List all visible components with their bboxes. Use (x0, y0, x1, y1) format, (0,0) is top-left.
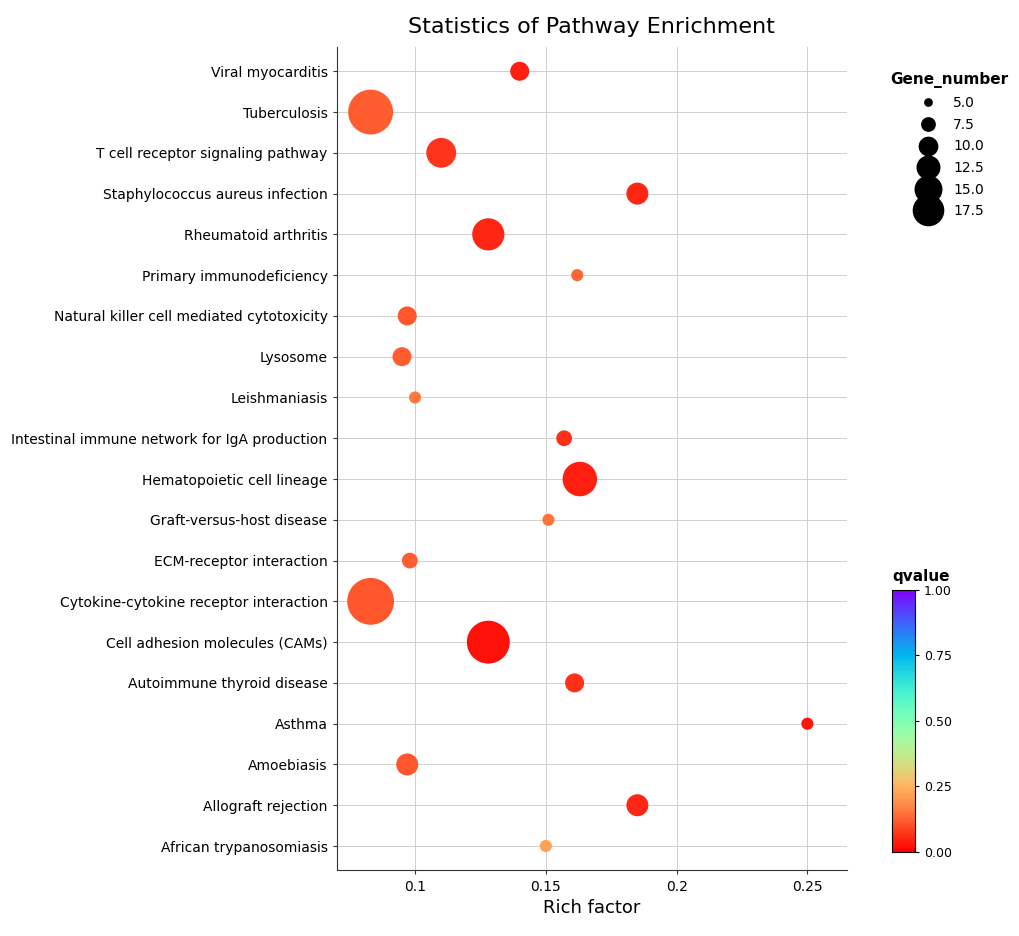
Point (362, 593, 378, 608)
Point (566, 676, 582, 691)
Point (393, 349, 410, 364)
Point (511, 64, 527, 79)
Point (571, 472, 587, 487)
Point (569, 268, 585, 283)
Point (540, 512, 556, 527)
Point (480, 635, 496, 650)
Point (433, 145, 449, 160)
Point (398, 309, 415, 324)
Point (398, 757, 415, 772)
Point (480, 227, 496, 241)
Point (401, 553, 418, 568)
Point (537, 839, 553, 854)
Legend: 5.0, 7.5, 10.0, 12.5, 15.0, 17.5: 5.0, 7.5, 10.0, 12.5, 15.0, 17.5 (889, 72, 1007, 218)
X-axis label: Rich factor: Rich factor (542, 899, 640, 917)
Point (629, 797, 645, 812)
Title: Statistics of Pathway Enrichment: Statistics of Pathway Enrichment (408, 17, 774, 37)
Point (555, 431, 572, 446)
Point (799, 716, 815, 731)
Point (629, 186, 645, 201)
Point (407, 390, 423, 405)
Point (362, 105, 378, 120)
Text: qvalue: qvalue (892, 569, 949, 584)
